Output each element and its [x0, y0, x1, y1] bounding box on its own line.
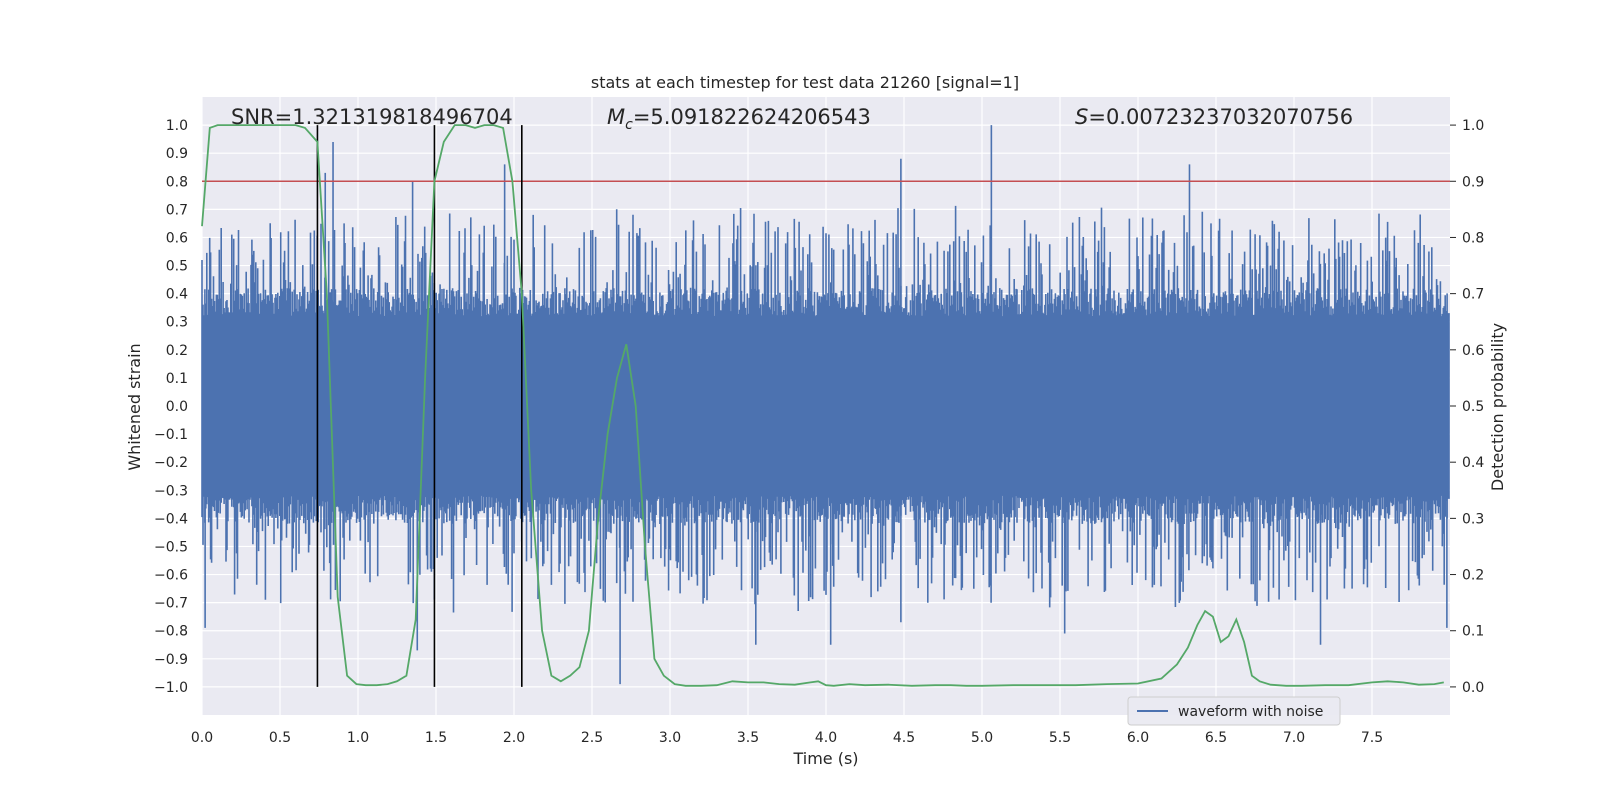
chart-title: stats at each timestep for test data 212… [591, 73, 1019, 92]
x-tick-label: 5.5 [1049, 730, 1071, 746]
y-tick-label: −0.7 [154, 596, 188, 612]
y-right-tick-label: 0.7 [1462, 287, 1484, 303]
y-tick-label: −0.3 [154, 483, 188, 499]
x-tick-label: 4.5 [893, 730, 915, 746]
snr-annotation: SNR=1.321319818496704 [231, 105, 513, 129]
y-right-tick-label: 0.2 [1462, 568, 1484, 584]
y-axis-left-ticks: 1.0 0.9 0.8 0.7 0.6 0.5 0.4 0.3 0.2 0.1 0.0 −0.1 −0.… [154, 118, 188, 696]
x-tick-label: 6.5 [1205, 730, 1227, 746]
chirp-mass-value: =5.091822624206543 [633, 105, 871, 129]
y-tick-label: 0.3 [166, 315, 188, 331]
x-tick-label: 5.0 [971, 730, 993, 746]
y-right-tick-label: 0.9 [1462, 174, 1484, 190]
s-symbol: S [1075, 105, 1088, 129]
y-right-tick-label: 0.0 [1462, 680, 1484, 696]
y-tick-label: −0.2 [154, 455, 188, 471]
x-tick-label: 3.5 [737, 730, 759, 746]
x-tick-label: 4.0 [815, 730, 837, 746]
x-tick-label: 0.0 [191, 730, 213, 746]
legend: waveform with noise [1127, 696, 1341, 726]
y-right-tick-label: 1.0 [1462, 118, 1484, 134]
s-value: =0.00723237032070756 [1088, 105, 1353, 129]
x-tick-label: 2.5 [581, 730, 603, 746]
x-tick-label: 1.5 [425, 730, 447, 746]
y-right-tick-label: 0.6 [1462, 343, 1484, 359]
x-axis-ticks: 0.0 0.5 1.0 1.5 2.0 2.5 3.0 3.5 4.0 4.5 5.0 5.5 6.0 6… [191, 730, 1383, 746]
x-tick-label: 7.0 [1283, 730, 1305, 746]
y-right-tick-label: 0.5 [1462, 399, 1484, 415]
y-tick-label: −0.5 [154, 539, 188, 555]
y-axis-label: Whitened strain [125, 343, 144, 470]
chirp-mass-annotation: Mc=5.091822624206543 [607, 105, 871, 133]
y-axis-right-label: Detection probability [1488, 323, 1507, 491]
x-tick-label: 3.0 [659, 730, 681, 746]
y-tick-label: 0.2 [166, 343, 188, 359]
y-tick-label: −0.6 [154, 568, 188, 584]
x-tick-label: 2.0 [503, 730, 525, 746]
marker-lines [316, 125, 523, 687]
x-axis-label: Time (s) [792, 749, 858, 768]
y-tick-label: −0.8 [154, 624, 188, 640]
legend-label: waveform with noise [1178, 704, 1323, 720]
y-tick-label: −1.0 [154, 680, 188, 696]
y-tick-label: 0.1 [166, 371, 188, 387]
y-tick-label: 0.7 [166, 202, 188, 218]
y-tick-label: −0.4 [154, 511, 188, 527]
x-tick-label: 6.0 [1127, 730, 1149, 746]
y-tick-label: 0.5 [166, 259, 188, 275]
y-right-tick-label: 0.4 [1462, 455, 1484, 471]
detection-probability-line [201, 124, 1444, 687]
chirp-mass-subscript: c [625, 117, 633, 133]
y-tick-label: −0.1 [154, 427, 188, 443]
y-tick-label: 0.4 [166, 287, 188, 303]
y-tick-label: 0.0 [166, 399, 188, 415]
y-tick-label: 0.6 [166, 230, 188, 246]
y-tick-label: −0.9 [154, 652, 188, 668]
chirp-mass-symbol: M [607, 105, 625, 129]
x-tick-label: 0.5 [269, 730, 291, 746]
y-tick-label: 1.0 [166, 118, 188, 134]
y-tick-label: 0.9 [166, 146, 188, 162]
x-tick-label: 7.5 [1361, 730, 1383, 746]
strain-noise-path [201, 205, 1450, 613]
y-tick-label: 0.8 [166, 174, 188, 190]
y-right-tick-label: 0.3 [1462, 511, 1484, 527]
s-annotation: S=0.00723237032070756 [1075, 105, 1353, 129]
y-right-tick-label: 0.1 [1462, 624, 1484, 640]
y-right-tick-label: 0.8 [1462, 230, 1484, 246]
x-tick-label: 1.0 [347, 730, 369, 746]
y-axis-right-ticks: 1.0 0.9 0.8 0.7 0.6 0.5 0.4 0.3 0.2 0.1 0.0 [1450, 118, 1484, 696]
strain-series [201, 125, 1450, 685]
